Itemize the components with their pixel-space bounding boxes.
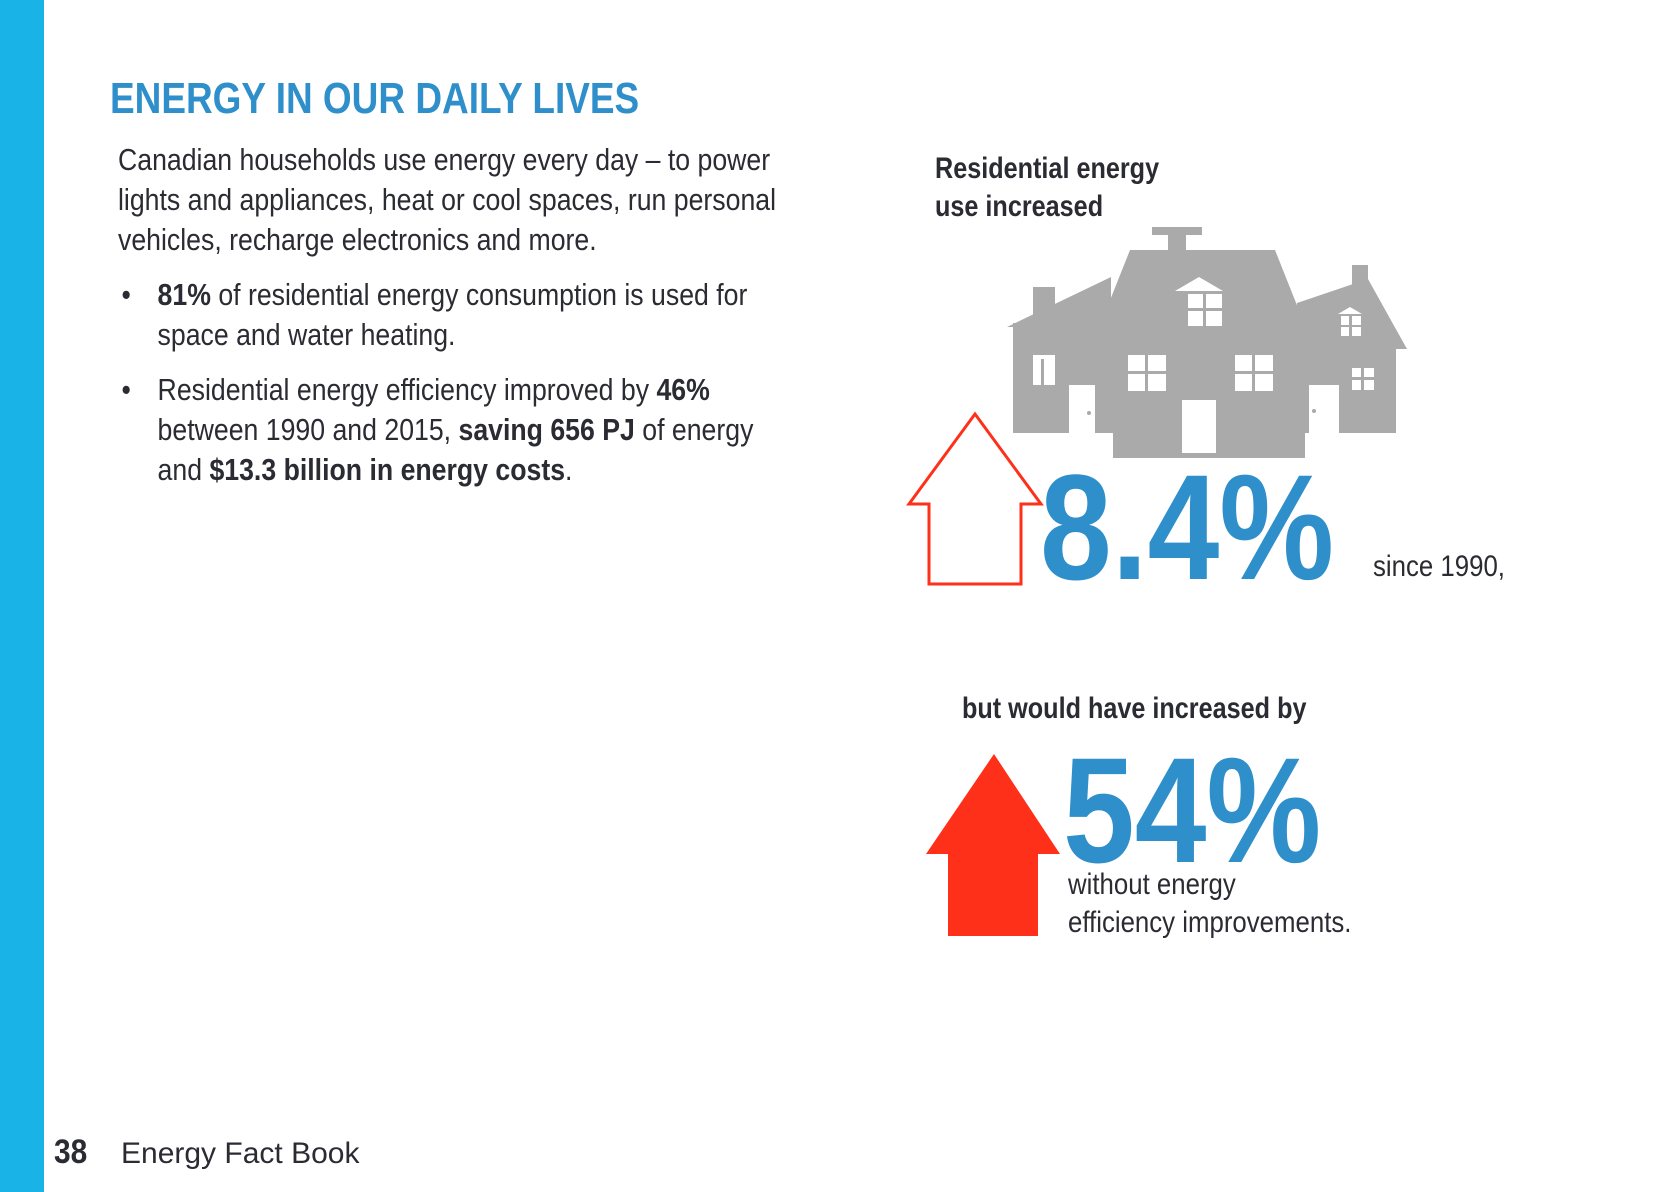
infographic-heading: Residential energy use increased bbox=[935, 152, 1160, 223]
bullet-marker: • bbox=[121, 277, 131, 312]
page-title: ENERGY IN OUR DAILY LIVES bbox=[110, 74, 640, 123]
stat-potential-value: 54% bbox=[1063, 726, 1322, 894]
intro-paragraph: Canadian households use energy every day… bbox=[118, 142, 777, 257]
bullet-item: • Residential energy efficiency improved … bbox=[118, 370, 789, 490]
bullet-text: Residential energy efficiency improved b… bbox=[157, 372, 657, 407]
arrow-up-outline-icon bbox=[906, 411, 1044, 586]
houses-icon bbox=[1007, 227, 1407, 458]
stat-increase-value: 8.4% bbox=[1040, 443, 1335, 611]
page-number: 38 bbox=[54, 1133, 88, 1171]
body-text: Canadian households use energy every day… bbox=[118, 140, 789, 505]
bullet-highlight: saving 656 PJ bbox=[458, 412, 635, 447]
side-accent-bar bbox=[0, 0, 44, 1192]
bullet-text: of residential energy consumption is use… bbox=[157, 277, 748, 352]
bullet-text: . bbox=[565, 452, 573, 487]
bullet-highlight: 81% bbox=[157, 277, 211, 312]
bullet-text: between 1990 and 2015, bbox=[157, 412, 459, 447]
arrow-up-solid-icon bbox=[926, 754, 1060, 936]
stat-potential-note: without energy efficiency improvements. bbox=[1068, 868, 1352, 939]
bullet-highlight: 46% bbox=[656, 372, 710, 407]
book-title: Energy Fact Book bbox=[121, 1137, 360, 1170]
bullet-text: of energy and bbox=[157, 412, 754, 487]
bullet-marker: • bbox=[121, 372, 131, 407]
bullet-list: • 81% of residential energy consumption i… bbox=[118, 275, 789, 490]
infographic-heading-2: but would have increased by bbox=[962, 692, 1307, 725]
stat-increase-note: since 1990, bbox=[1373, 550, 1505, 583]
bullet-highlight: $13.3 billion in energy costs bbox=[209, 452, 566, 487]
bullet-item: • 81% of residential energy consumption i… bbox=[118, 275, 789, 355]
